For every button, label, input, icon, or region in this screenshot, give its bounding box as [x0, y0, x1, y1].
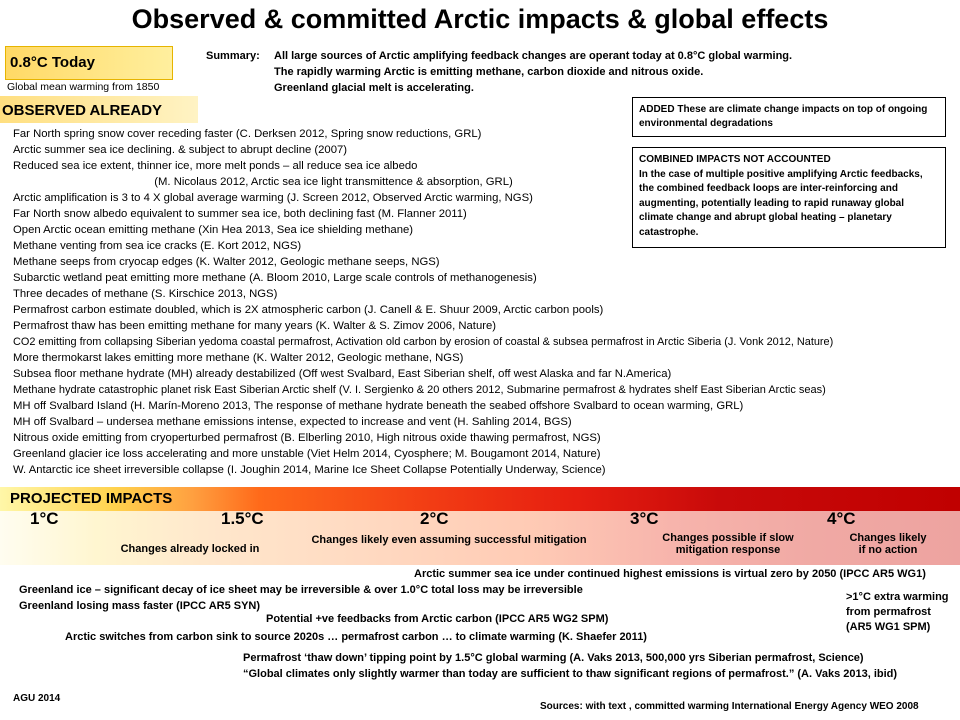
projected-band-top — [0, 487, 960, 511]
temp-1c: 1°C — [30, 509, 59, 528]
combined-note-box — [632, 147, 946, 248]
observed-title: OBSERVED ALREADY — [2, 102, 163, 119]
summary-line: All large sources of Arctic amplifying f… — [274, 50, 793, 62]
locked-in-label: Changes already locked in — [120, 543, 260, 555]
temp-4c: 4°C — [827, 509, 856, 528]
observed-item: Subsea floor methane hydrate (MH) alread… — [13, 368, 672, 380]
combined-note: COMBINED IMPACTS NOT ACCOUNTED In the ca… — [639, 153, 939, 240]
observed-item: MH off Svalbard Island (H. Marín-Moreno … — [13, 400, 744, 412]
observed-item: MH off Svalbard – undersea methane emiss… — [13, 416, 572, 428]
possible-slow-label: Changes possible if slow mitigation resp… — [662, 532, 794, 556]
today-subtitle: Global mean warming from 1850 — [7, 81, 160, 93]
sink-to-source-impact: Arctic switches from carbon sink to sour… — [65, 631, 647, 643]
observed-item: Arctic amplification is 3 to 4 X global … — [13, 192, 533, 204]
greenland-mass-loss: Greenland losing mass faster (IPCC AR5 S… — [19, 600, 261, 612]
temp-2c: 2°C — [420, 509, 449, 528]
extra-warming-note: >1°C extra warming from permafrost (AR5 … — [846, 591, 949, 633]
observed-item: (M. Nicolaus 2012, Arctic sea ice light … — [13, 176, 513, 188]
likely-no-action-label: Changes likely if no action — [849, 532, 927, 556]
observed-item: Far North spring snow cover receding fas… — [13, 128, 482, 140]
footer-left: AGU 2014 — [13, 693, 61, 704]
summary-label: Summary: — [206, 50, 260, 62]
observed-item: Methane venting from sea ice cracks (E. … — [13, 240, 302, 252]
observed-item: Methane seeps from cryocap edges (K. Wal… — [13, 256, 440, 268]
temp-3c: 3°C — [630, 509, 659, 528]
page-title: Observed & committed Arctic impacts & gl… — [131, 4, 829, 34]
observed-item: Greenland glacier ice loss accelerating … — [13, 448, 601, 460]
temp-1-5c: 1.5°C — [221, 509, 264, 528]
observed-item: Arctic summer sea ice declining. & subje… — [13, 144, 348, 156]
observed-item: Permafrost carbon estimate doubled, whic… — [13, 304, 604, 316]
observed-item: CO2 emitting from collapsing Siberian ye… — [13, 336, 834, 348]
greenland-impact: Greenland ice – significant decay of ice… — [19, 584, 583, 596]
feedbacks-impact: Potential +ve feedbacks from Arctic carb… — [266, 613, 609, 625]
observed-item: Nitrous oxide emitting from cryoperturbe… — [13, 432, 601, 444]
summary-line: Greenland glacial melt is accelerating. — [274, 82, 474, 94]
footer-sources: Sources: with text , committed warming I… — [540, 701, 919, 712]
today-box — [5, 46, 173, 80]
combined-note-heading: COMBINED IMPACTS NOT ACCOUNTED — [639, 154, 831, 165]
added-note-text: ADDED These are climate change impacts o… — [639, 104, 928, 129]
observed-item: More thermokarst lakes emitting more met… — [13, 352, 464, 364]
thaw-down-quote: “Global climates only slightly warmer th… — [243, 668, 898, 680]
observed-item: Open Arctic ocean emitting methane (Xin … — [13, 224, 414, 236]
observed-item: Three decades of methane (S. Kirschice 2… — [13, 288, 278, 300]
observed-item: Subarctic wetland peat emitting more met… — [13, 272, 537, 284]
sea-ice-impact: Arctic summer sea ice under continued hi… — [414, 568, 926, 580]
observed-item: Reduced sea ice extent, thinner ice, mor… — [13, 160, 418, 172]
projected-band — [0, 511, 960, 565]
observed-item: W. Antarctic ice sheet irreversible coll… — [13, 464, 606, 476]
combined-note-body: In the case of multiple positive amplify… — [639, 168, 923, 238]
summary-line: The rapidly warming Arctic is emitting m… — [274, 66, 704, 78]
observed-item: Far North snow albedo equivalent to summ… — [13, 208, 467, 220]
today-label: 0.8°C Today — [10, 54, 95, 71]
observed-item: Permafrost thaw has been emitting methan… — [13, 320, 497, 332]
projected-title: PROJECTED IMPACTS — [10, 490, 173, 507]
added-note-box — [632, 97, 946, 137]
observed-item: Methane hydrate catastrophic planet risk… — [13, 384, 826, 396]
thaw-down-impact: Permafrost ‘thaw down’ tipping point by … — [243, 652, 864, 664]
likely-mitigation-label: Changes likely even assuming successful … — [311, 534, 587, 546]
observed-header-box — [0, 96, 198, 123]
